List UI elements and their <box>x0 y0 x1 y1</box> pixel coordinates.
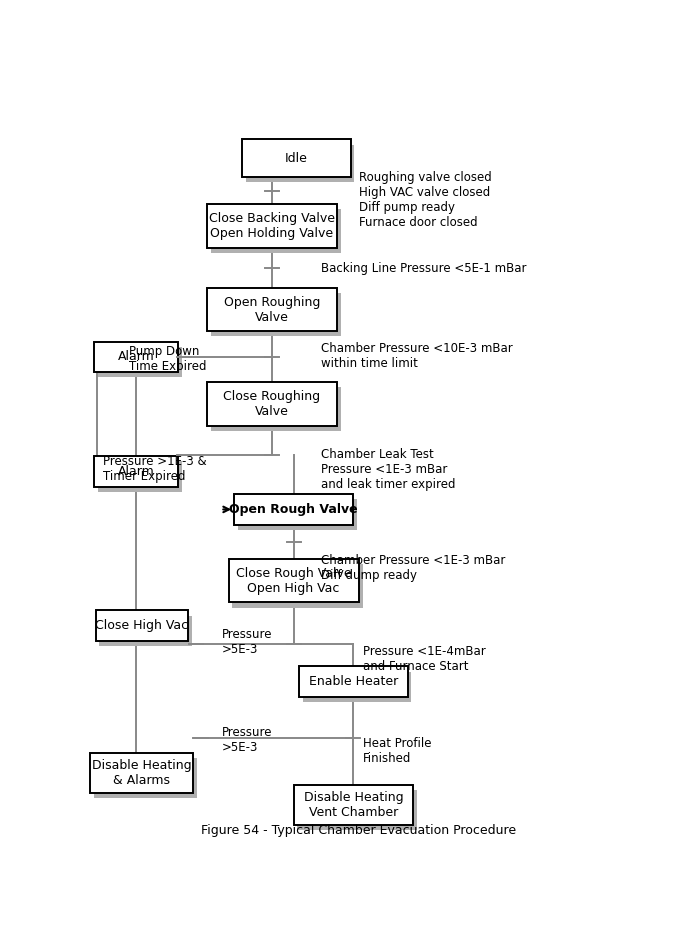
Bar <box>294 785 413 825</box>
Bar <box>303 671 412 702</box>
Text: Pump Down
Time Expired: Pump Down Time Expired <box>130 345 207 373</box>
Text: Open Roughing
Valve: Open Roughing Valve <box>224 295 320 324</box>
Bar <box>211 210 341 253</box>
Text: Pressure >1E-3 &
Timer Expired: Pressure >1E-3 & Timer Expired <box>103 455 207 483</box>
Text: Backing Line Pressure <5E-1 mBar: Backing Line Pressure <5E-1 mBar <box>321 261 526 275</box>
Bar <box>94 758 197 798</box>
Bar <box>232 564 363 608</box>
Bar <box>207 382 337 426</box>
Text: Close Rough Valve
Open High Vac: Close Rough Valve Open High Vac <box>236 566 351 595</box>
Text: Close Backing Valve
Open Holding Valve: Close Backing Valve Open Holding Valve <box>209 212 335 240</box>
Bar <box>238 499 357 530</box>
Text: Disable Heating
Vent Chamber: Disable Heating Vent Chamber <box>304 791 403 819</box>
Text: Alarm: Alarm <box>118 465 155 478</box>
Text: Close Roughing
Valve: Close Roughing Valve <box>223 390 321 418</box>
Bar <box>211 387 341 430</box>
Bar <box>98 462 182 492</box>
Text: Pressure <1E-4mBar
and Furnace Start: Pressure <1E-4mBar and Furnace Start <box>363 646 486 673</box>
Bar <box>299 666 407 697</box>
Text: Enable Heater: Enable Heater <box>309 675 398 688</box>
Text: Close High Vac: Close High Vac <box>95 619 188 632</box>
Bar <box>228 559 358 602</box>
Text: Pressure
>5E-3: Pressure >5E-3 <box>221 726 272 754</box>
Bar <box>246 144 354 182</box>
Bar <box>99 615 192 646</box>
Text: Pressure
>5E-3: Pressure >5E-3 <box>221 628 272 656</box>
Bar <box>298 790 416 831</box>
Bar <box>207 288 337 331</box>
Text: Chamber Pressure <10E-3 mBar
within time limit: Chamber Pressure <10E-3 mBar within time… <box>321 342 512 369</box>
Text: Chamber Leak Test
Pressure <1E-3 mBar
and leak timer expired: Chamber Leak Test Pressure <1E-3 mBar an… <box>321 448 455 492</box>
Bar <box>98 346 182 378</box>
Text: Heat Profile
Finished: Heat Profile Finished <box>363 737 432 765</box>
Bar <box>96 611 188 641</box>
Text: Disable Heating
& Alarms: Disable Heating & Alarms <box>92 759 192 786</box>
Text: Alarm: Alarm <box>118 350 155 363</box>
Text: Figure 54 - Typical Chamber Evacuation Procedure: Figure 54 - Typical Chamber Evacuation P… <box>201 823 517 836</box>
Bar <box>94 342 178 372</box>
Bar <box>234 494 354 525</box>
Text: Roughing valve closed
High VAC valve closed
Diff pump ready
Furnace door closed: Roughing valve closed High VAC valve clo… <box>358 172 491 229</box>
Text: Chamber Pressure <1E-3 mBar
Diff dump ready: Chamber Pressure <1E-3 mBar Diff dump re… <box>321 554 505 582</box>
Bar <box>207 204 337 247</box>
Text: Idle: Idle <box>285 152 308 165</box>
Bar <box>242 140 351 177</box>
Text: Open Rough Valve: Open Rough Valve <box>230 503 358 516</box>
Bar <box>211 293 341 336</box>
Bar <box>94 456 178 487</box>
Bar <box>90 752 193 793</box>
